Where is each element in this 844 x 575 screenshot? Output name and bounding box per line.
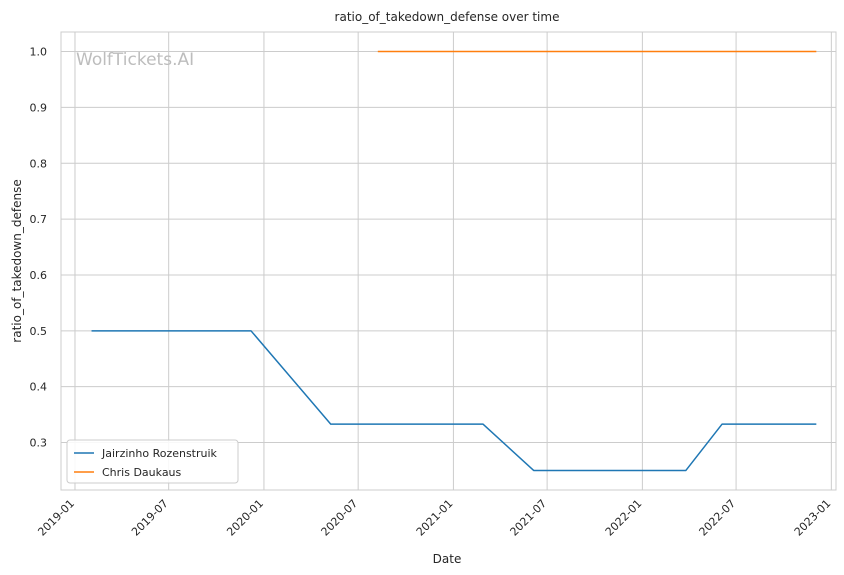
plot-frame: [60, 31, 837, 491]
legend-label: Chris Daukaus: [102, 466, 182, 479]
y-tick-label: 0.4: [30, 381, 48, 394]
y-tick-label: 0.9: [30, 101, 48, 114]
x-axis-label: Date: [433, 552, 462, 566]
y-tick-label: 0.6: [30, 269, 48, 282]
legend-box: [66, 439, 239, 484]
y-tick-label: 1.0: [30, 46, 48, 59]
legend: Jairzinho Rozenstruik Chris Daukaus: [66, 439, 239, 484]
y-tick-label: 0.7: [30, 213, 48, 226]
series-lines: [91, 50, 817, 472]
legend-label: Jairzinho Rozenstruik: [101, 447, 218, 460]
y-tick-label: 0.8: [30, 157, 48, 170]
chart-title: ratio_of_takedown_defense over time: [335, 10, 560, 24]
y-tick-label: 0.5: [30, 325, 48, 338]
y-tick-label: 0.3: [30, 437, 48, 450]
watermark: WolfTickets.AI: [76, 50, 194, 70]
y-axis-label: ratio_of_takedown_defense: [10, 179, 24, 342]
series-line-0: [91, 330, 817, 472]
y-tick-labels: 0.3 0.4 0.5 0.6 0.7 0.8 0.9 1.0: [30, 46, 48, 450]
